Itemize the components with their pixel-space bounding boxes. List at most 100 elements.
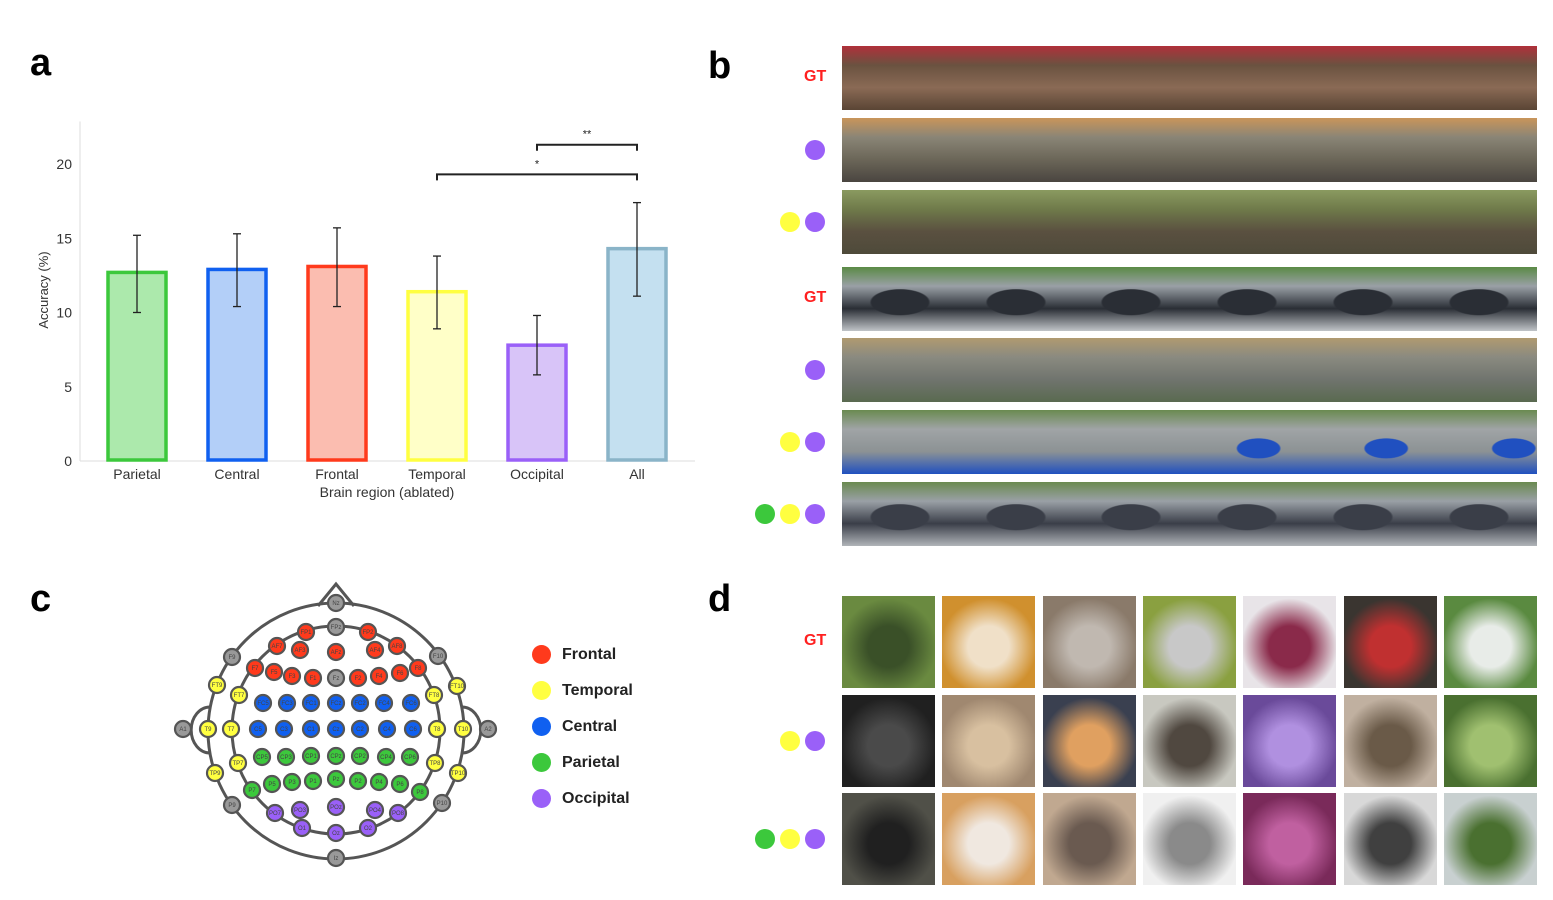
electrode-fc5: FC5 [253,693,273,713]
electrode-label: FT10 [450,684,465,690]
electrode-label: FPz [331,625,342,631]
electrode-p3: P3 [282,772,302,792]
error-bar-temporal [433,255,441,330]
legend-label: Temporal [562,681,633,699]
electrode-af8: AF8 [387,636,407,656]
accuracy-bar-chart: 0 5 10 15 20 Accuracy (%) Parietal Central Front… [36,121,695,500]
video-frame [1189,118,1306,182]
electrode-fz: Fz [326,668,346,688]
electrode-label: TP10 [451,771,466,777]
electrode-ft9: FT9 [207,675,227,695]
video-frame [1420,410,1537,474]
electrode-label: C4 [383,727,391,733]
electrode-po3: PO3 [290,800,310,820]
electrode-label: A2 [484,727,492,733]
legend-label: Occipital [562,789,630,807]
reconstructed-image [1243,793,1337,885]
electrode-label: F1 [309,676,317,682]
electrode-p6: P6 [390,774,410,794]
region-dot-occipital-icon [805,504,825,524]
video-frame [957,410,1074,474]
ground-truth-label: GT [804,632,827,649]
electrode-label: Iz [334,856,339,862]
electrode-label: P10 [437,801,448,807]
electrode-tp10: TP10 [448,763,468,783]
video-frame [1420,267,1537,331]
region-dot-occipital-icon [805,731,825,751]
electrode-label: O1 [298,826,307,832]
electrode-fc1: FC1 [301,693,321,713]
electrode-tp8: TP8 [425,753,445,773]
video-frame [842,482,958,546]
video-frame [1420,46,1537,110]
electrode-c2: C2 [350,719,370,739]
reconstructed-image [1142,695,1236,787]
video-frame [957,118,1074,182]
legend-item-temporal: Temporal [532,681,633,700]
electrode-label: CPz [330,754,341,760]
electrode-ft8: FT8 [424,685,444,705]
electrode-f8: F8 [408,658,428,678]
reconstructed-image [1343,596,1437,688]
electrode-label: TP7 [232,761,244,767]
ground-truth-label: GT [804,68,827,85]
video-frame [1304,46,1421,110]
legend-swatch-icon [532,645,551,664]
electrode-fc4: FC4 [374,693,394,713]
reconstructed-image [1142,596,1236,688]
panel-label-d: d [708,578,732,620]
legend-label: Central [562,717,618,735]
electrode-f10: F10 [428,646,448,666]
electrode-label: F9 [228,655,236,661]
y-tick-label: 5 [64,379,72,395]
electrode-c3: C3 [274,719,294,739]
electrode-fcz: FCz [326,693,346,713]
electrode-label: AF4 [369,648,381,654]
video-frame [1420,482,1537,546]
video-frame [957,267,1074,331]
electrode-label: Nz [332,601,339,607]
electrode-p10: P10 [432,793,452,813]
reconstructed-image [1042,695,1136,787]
electrode-label: FT9 [212,683,223,689]
electrode-label: F6 [396,671,404,677]
electrode-label: C6 [409,727,417,733]
electrode-label: PO7 [269,811,282,817]
video-frame [1073,46,1190,110]
video-frame [1420,118,1537,182]
video-frame [1420,338,1537,402]
electrode-label: FCz [331,701,342,707]
region-dot-temporal-icon [780,829,800,849]
x-tick-label: Frontal [315,466,359,482]
electrode-label: CP2 [354,754,366,760]
y-axis-label: Accuracy (%) [36,251,51,328]
error-bar-parietal [133,234,141,314]
electrode-afz: AFz [326,642,346,662]
electrode-p4: P4 [369,772,389,792]
reconstructed-image [942,695,1036,787]
electrode-p7: P7 [242,780,262,800]
electrode-f7: F7 [245,658,265,678]
electrode-label: F3 [288,674,296,680]
legend-label: Parietal [562,753,620,771]
electrode-label: FT7 [234,693,245,699]
electrode-af7: AF7 [267,636,287,656]
electrode-poz: POz [326,797,346,817]
eeg-electrode-map: FP1 FP2 AF7 AF3 AFz AF4 AF8 F7 F5 F3 F1 F2 F4 F6 F8 FT9… [173,581,498,868]
panel-label-b: b [708,45,732,87]
ground-truth-label: GT [804,289,827,306]
legend-swatch-icon [532,717,551,736]
electrode-label: A1 [179,727,187,733]
reconstructed-image [1343,793,1437,885]
legend-label: Frontal [562,645,617,663]
electrode-label: P3 [288,780,296,786]
legend-item-central: Central [532,717,617,736]
reconstructed-image [1243,596,1337,688]
y-tick-label: 10 [56,305,72,321]
electrode-f9: F9 [222,647,242,667]
electrode-fp1: FP1 [296,622,316,642]
electrode-af4: AF4 [365,640,385,660]
electrode-label: F4 [375,674,383,680]
error-bar-central [233,233,241,308]
electrode-label: P9 [228,803,236,809]
